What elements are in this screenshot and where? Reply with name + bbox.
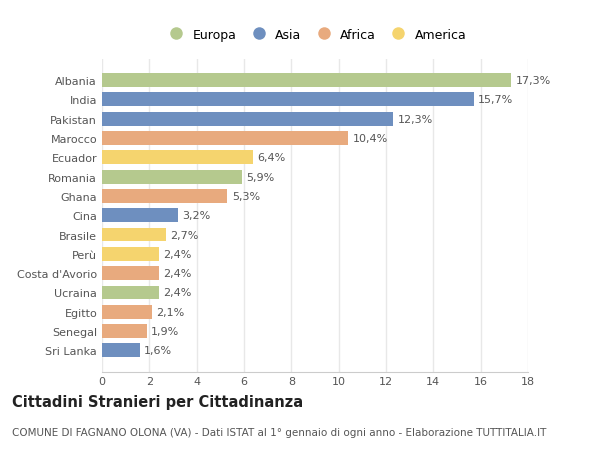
Text: 2,7%: 2,7% — [170, 230, 199, 240]
Text: 2,4%: 2,4% — [163, 288, 191, 298]
Bar — [102, 247, 159, 261]
Text: 3,2%: 3,2% — [182, 211, 210, 221]
Bar — [102, 112, 393, 126]
Bar — [102, 344, 140, 358]
Text: Cittadini Stranieri per Cittadinanza: Cittadini Stranieri per Cittadinanza — [12, 394, 303, 409]
Bar — [102, 209, 178, 223]
Legend: Europa, Asia, Africa, America: Europa, Asia, Africa, America — [164, 28, 466, 41]
Text: 2,4%: 2,4% — [163, 269, 191, 279]
Text: 2,4%: 2,4% — [163, 249, 191, 259]
Text: 6,4%: 6,4% — [258, 153, 286, 163]
Bar — [102, 170, 242, 184]
Text: 15,7%: 15,7% — [478, 95, 513, 105]
Text: 1,6%: 1,6% — [144, 346, 172, 356]
Text: 17,3%: 17,3% — [515, 76, 551, 86]
Text: 10,4%: 10,4% — [352, 134, 388, 144]
Text: 5,3%: 5,3% — [232, 191, 260, 202]
Text: 1,9%: 1,9% — [151, 326, 179, 336]
Text: COMUNE DI FAGNANO OLONA (VA) - Dati ISTAT al 1° gennaio di ogni anno - Elaborazi: COMUNE DI FAGNANO OLONA (VA) - Dati ISTA… — [12, 427, 547, 437]
Bar — [102, 93, 473, 107]
Bar — [102, 228, 166, 242]
Bar — [102, 286, 159, 300]
Bar — [102, 74, 511, 88]
Bar — [102, 305, 152, 319]
Text: 2,1%: 2,1% — [156, 307, 184, 317]
Bar — [102, 267, 159, 280]
Text: 5,9%: 5,9% — [246, 172, 274, 182]
Bar — [102, 325, 147, 338]
Text: 12,3%: 12,3% — [397, 114, 433, 124]
Bar — [102, 132, 348, 146]
Bar — [102, 151, 253, 165]
Bar — [102, 190, 227, 203]
